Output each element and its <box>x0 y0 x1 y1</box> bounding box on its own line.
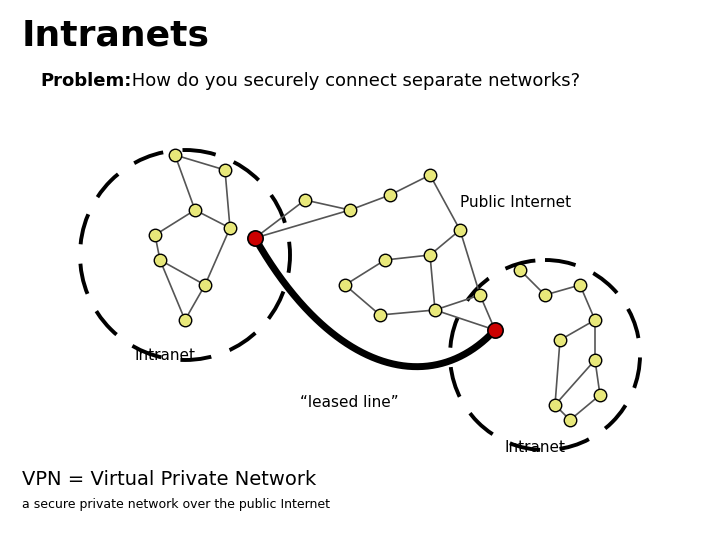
Text: Intranet: Intranet <box>505 440 566 455</box>
Text: Intranets: Intranets <box>22 18 210 52</box>
Text: a secure private network over the public Internet: a secure private network over the public… <box>22 498 330 511</box>
Text: How do you securely connect separate networks?: How do you securely connect separate net… <box>126 72 580 90</box>
Text: “leased line”: “leased line” <box>300 395 399 410</box>
Text: Problem:: Problem: <box>40 72 131 90</box>
Text: Intranet: Intranet <box>135 348 196 363</box>
Text: Public Internet: Public Internet <box>460 195 571 210</box>
Text: VPN = Virtual Private Network: VPN = Virtual Private Network <box>22 470 316 489</box>
